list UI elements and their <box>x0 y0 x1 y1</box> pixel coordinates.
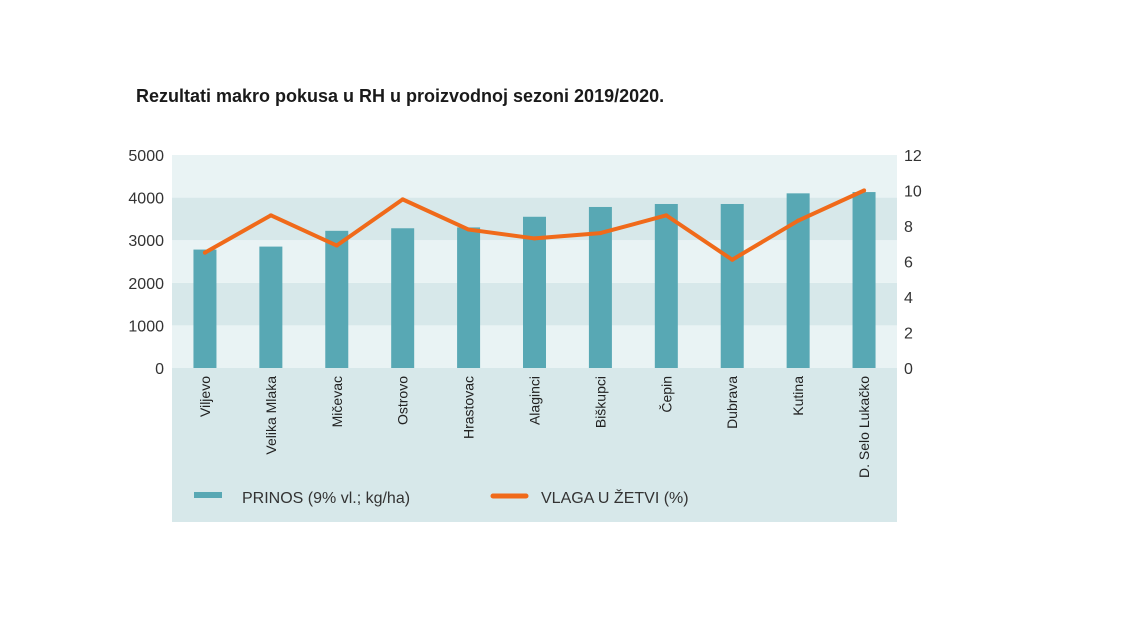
category-label: Ostrovo <box>395 376 411 425</box>
bar <box>786 193 810 368</box>
moisture-point <box>730 257 735 262</box>
category-label: Mičevac <box>329 376 345 427</box>
y-left-tick-label: 5000 <box>128 148 164 165</box>
bar <box>852 192 876 368</box>
y-right-tick-label: 12 <box>904 148 922 165</box>
y-right-tick-label: 0 <box>904 361 913 378</box>
category-label: Biškupci <box>592 376 608 428</box>
y-left-tick-label: 1000 <box>128 318 164 335</box>
bar <box>457 227 481 368</box>
category-label: Dubrava <box>724 376 740 429</box>
bar <box>193 249 217 368</box>
plot-band <box>172 155 897 198</box>
y-left-tick-label: 2000 <box>128 276 164 293</box>
bar <box>391 228 415 368</box>
y-left-tick-label: 4000 <box>128 191 164 208</box>
bar <box>325 230 349 368</box>
moisture-point <box>862 188 867 193</box>
y-right-tick-label: 2 <box>904 326 913 343</box>
bar <box>588 206 612 368</box>
moisture-point <box>202 250 207 255</box>
bar <box>259 246 283 368</box>
category-label: Hrastovac <box>461 376 477 439</box>
legend-label-bars: PRINOS (9% vl.; kg/ha) <box>242 490 410 507</box>
category-label: Alaginci <box>527 376 543 425</box>
category-label: Čepin <box>658 376 674 413</box>
moisture-point <box>400 197 405 202</box>
legend-panel <box>172 368 897 522</box>
chart-title: Rezultati makro pokusa u RH u proizvodno… <box>136 86 665 106</box>
moisture-point <box>334 243 339 248</box>
bar <box>720 203 744 368</box>
y-right-tick-label: 6 <box>904 255 913 272</box>
legend-label-line: VLAGA U ŽETVI (%) <box>541 488 689 507</box>
bar <box>523 216 546 368</box>
moisture-point <box>268 213 273 218</box>
category-label: Viljevo <box>197 376 213 417</box>
y-left-tick-label: 3000 <box>128 233 164 250</box>
y-right-tick-label: 8 <box>904 219 913 236</box>
category-label: Kutina <box>790 376 806 416</box>
y-left-tick-label: 0 <box>155 361 164 378</box>
moisture-point <box>796 218 801 223</box>
bar <box>654 203 678 368</box>
moisture-point <box>664 213 669 218</box>
y-right-tick-label: 4 <box>904 290 913 307</box>
y-right-tick-label: 10 <box>904 184 922 201</box>
category-label: D. Selo Lukačko <box>856 376 872 478</box>
legend-swatch-bars <box>194 492 222 498</box>
category-label: Velika Mlaka <box>263 376 279 455</box>
moisture-point <box>466 227 471 232</box>
moisture-point <box>598 231 603 236</box>
moisture-point <box>532 236 537 241</box>
